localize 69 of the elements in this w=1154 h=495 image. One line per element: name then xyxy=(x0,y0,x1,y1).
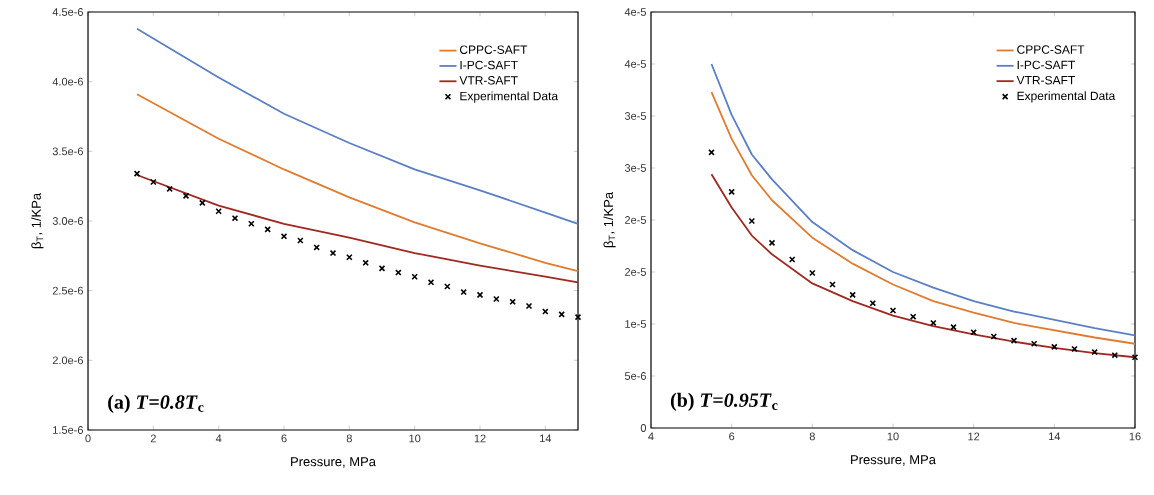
x-tick-label: 12 xyxy=(474,434,486,443)
x-tick-label: 6 xyxy=(729,432,735,441)
legend-label: Experimental Data xyxy=(460,91,559,103)
point xyxy=(395,269,402,276)
point xyxy=(313,244,320,251)
line-series xyxy=(136,93,579,273)
point xyxy=(411,273,418,280)
legend-label: VTR-SAFT xyxy=(1016,75,1075,85)
point xyxy=(1030,340,1038,348)
x-tick-label: 6 xyxy=(281,434,287,443)
x-tick-label: 14 xyxy=(1049,432,1061,441)
x-tick-label: 10 xyxy=(887,432,899,441)
point xyxy=(1111,351,1119,359)
y-tick-label: 3e-5 xyxy=(624,112,646,120)
point xyxy=(444,283,451,290)
point xyxy=(182,192,190,200)
x-tick-label: 8 xyxy=(346,434,352,443)
x-axis-title: Pressure, MPa xyxy=(291,457,376,468)
y-tick-label: 4.0e-6 xyxy=(52,77,83,86)
point xyxy=(248,220,255,228)
x-tick-label: 16 xyxy=(1129,432,1141,441)
point xyxy=(574,313,582,321)
x-axis-title: Pressure, MPa xyxy=(851,455,936,466)
y-tick-label: 2e-5 xyxy=(625,268,646,276)
point xyxy=(869,299,877,307)
legend-label: I-PC-SAFT xyxy=(1017,60,1075,70)
y-tick-label: 2.5e-6 xyxy=(52,286,83,295)
point xyxy=(362,259,369,267)
point xyxy=(829,281,836,288)
x-tick-label: 0 xyxy=(85,434,91,443)
x-tick-label: 14 xyxy=(540,434,552,443)
x-tick-label: 8 xyxy=(809,432,815,441)
point xyxy=(264,226,271,233)
y-tick-label: 2.0e-6 xyxy=(52,356,83,365)
y-tick-label: 3.5e-6 xyxy=(52,147,83,156)
y-tick-label: 4e-5 xyxy=(624,8,646,16)
point xyxy=(558,311,565,318)
line-series xyxy=(710,173,1135,359)
legend-label: VTR-SAFT xyxy=(459,76,518,85)
x-tick-label: 10 xyxy=(409,434,421,443)
point xyxy=(329,249,337,257)
annotation: (b) T=0.95T$_{c}$ xyxy=(670,392,778,411)
legend-label: Experimental Data xyxy=(1017,91,1116,103)
y-tick-label: 4.5e-6 xyxy=(52,8,83,16)
point xyxy=(525,302,533,310)
point xyxy=(215,207,222,215)
legend-label: CPPC-SAFT xyxy=(1017,45,1085,54)
y-axis-title: β$_{T}$, 1/KPa xyxy=(603,191,616,248)
y-axis-title: β$_{T}$, 1/KPa xyxy=(31,192,44,249)
x-tick-label: 2 xyxy=(150,434,156,443)
y-tick-label: 2e-5 xyxy=(625,216,646,224)
line-series xyxy=(136,27,579,225)
point xyxy=(708,149,715,156)
x-tick-label: 4 xyxy=(648,432,654,441)
legend-label: I-PC-SAFT xyxy=(460,60,518,70)
legend-label: CPPC-SAFT xyxy=(460,45,528,54)
line-series xyxy=(136,174,579,284)
point xyxy=(970,329,977,336)
point xyxy=(542,308,549,315)
y-tick-label: 3.0e-6 xyxy=(52,217,83,225)
y-tick-label: 1.5e-6 xyxy=(53,426,83,434)
y-tick-label: 4e-5 xyxy=(624,60,646,68)
y-tick-label: 1e-5 xyxy=(625,320,646,328)
y-tick-label: 3e-5 xyxy=(624,164,646,172)
annotation: (a) T=0.8T$_{c}$ xyxy=(108,394,204,413)
y-tick-label: 0 xyxy=(640,424,647,432)
x-tick-label: 4 xyxy=(215,434,222,443)
y-tick-label: 5e-6 xyxy=(624,372,646,380)
x-tick-label: 12 xyxy=(968,432,980,441)
